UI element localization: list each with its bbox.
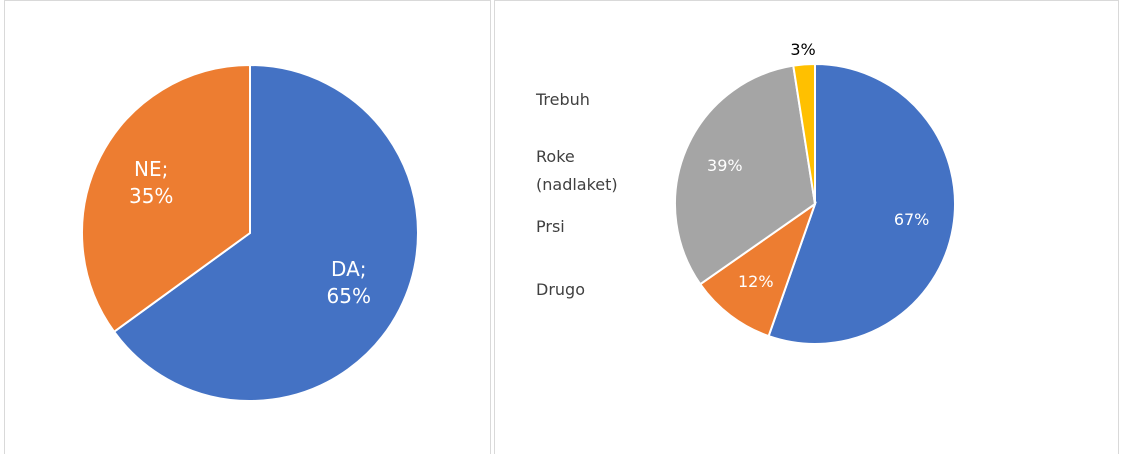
- pie-slice: [81, 63, 251, 334]
- data-label: DA; 65%: [326, 257, 371, 309]
- pie-slice: [674, 64, 817, 286]
- data-label: NE; 35%: [128, 156, 174, 208]
- legend-item: Roke (nadlaket): [522, 143, 642, 199]
- data-label: 12%: [737, 272, 774, 292]
- legend-item: Drugo: [522, 276, 642, 304]
- pie-slice: [698, 201, 817, 338]
- data-label: 3%: [790, 40, 816, 60]
- legend-label: Trebuh: [536, 90, 590, 109]
- legend-item: Trebuh: [522, 86, 642, 114]
- data-label: 39%: [707, 155, 743, 175]
- data-label: 67%: [893, 210, 930, 230]
- legend-label: Roke (nadlaket): [536, 147, 618, 194]
- legend-label: Prsi: [536, 217, 565, 236]
- pie-slice: [792, 62, 816, 205]
- legend-item: Prsi: [522, 213, 642, 241]
- pie-slice: [112, 63, 419, 402]
- panel: [494, 0, 1119, 454]
- panel: [4, 0, 491, 454]
- legend-label: Drugo: [536, 280, 585, 299]
